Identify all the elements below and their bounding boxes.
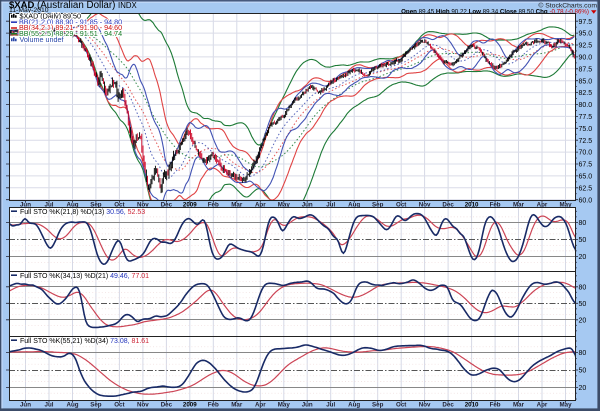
svg-text:2009: 2009 [183, 201, 197, 208]
svg-text:80: 80 [579, 220, 587, 227]
svg-text:May: May [278, 402, 291, 409]
svg-text:2009: 2009 [183, 402, 197, 409]
svg-text:Dec: Dec [161, 201, 173, 208]
svg-text:$XAD (Daily) 89.50: $XAD (Daily) 89.50 [20, 11, 82, 20]
svg-text:Apr: Apr [537, 201, 548, 208]
svg-text:Apr: Apr [255, 201, 266, 208]
svg-text:Jul: Jul [45, 201, 54, 208]
svg-text:Sep: Sep [372, 201, 384, 208]
svg-text:Apr: Apr [537, 402, 548, 409]
svg-text:Feb: Feb [208, 402, 219, 409]
svg-text:$XAD (Australian Dollar) INDX: $XAD (Australian Dollar) INDX [9, 0, 137, 11]
svg-text:Mar: Mar [231, 201, 243, 208]
svg-text:92.5: 92.5 [579, 43, 593, 50]
svg-text:Dec: Dec [442, 201, 454, 208]
svg-text:82.5: 82.5 [579, 90, 593, 97]
svg-text:Aug: Aug [66, 402, 78, 409]
svg-text:Full STO %K(55,21) %D(34) 73.0: Full STO %K(55,21) %D(34) 73.08, 81.61 [20, 338, 149, 345]
svg-text:Sep: Sep [372, 402, 384, 409]
svg-text:70.0: 70.0 [579, 150, 593, 157]
svg-text:50: 50 [579, 301, 587, 308]
svg-text:11-May-2010: 11-May-2010 [9, 7, 49, 14]
svg-text:60.0: 60.0 [579, 197, 593, 204]
svg-text:Jun: Jun [20, 402, 31, 409]
svg-text:Oct: Oct [396, 402, 406, 409]
svg-text:BB(21,2.0) 88.90 - 91.85 - 94.: BB(21,2.0) 88.90 - 91.85 - 94.80 [19, 17, 122, 26]
svg-text:Jul: Jul [326, 201, 335, 208]
svg-text:BB(34,2.1) 89.21 - 91.90 - 94.: BB(34,2.1) 89.21 - 91.90 - 94.60 [19, 23, 122, 32]
svg-text:Mar: Mar [513, 201, 525, 208]
svg-text:Oct: Oct [114, 201, 124, 208]
svg-text:May: May [278, 201, 291, 208]
svg-text:Jun: Jun [302, 402, 313, 409]
svg-text:Full STO %K(21,8) %D(13) 30.56: Full STO %K(21,8) %D(13) 30.56, 52.53 [20, 209, 145, 216]
svg-text:Volume undef: Volume undef [20, 35, 64, 44]
svg-text:BB(55,2.5) 88.29 - 91.51 - 94.: BB(55,2.5) 88.29 - 91.51 - 94.74 [19, 29, 122, 38]
svg-text:80.0: 80.0 [579, 102, 593, 109]
svg-text:72.5: 72.5 [579, 138, 593, 145]
svg-text:Nov: Nov [137, 201, 149, 208]
svg-text:Jul: Jul [326, 402, 335, 409]
svg-text:Jul: Jul [45, 402, 54, 409]
svg-text:Oct: Oct [114, 402, 124, 409]
svg-text:Mar: Mar [231, 402, 243, 409]
svg-text:Sep: Sep [90, 402, 102, 409]
svg-text:80: 80 [579, 284, 587, 291]
svg-text:50: 50 [579, 368, 587, 375]
svg-text:© StockCharts.com: © StockCharts.com [538, 2, 597, 10]
svg-text:85.0: 85.0 [579, 78, 593, 85]
svg-text:20: 20 [579, 317, 587, 324]
svg-text:90.0: 90.0 [579, 55, 593, 62]
svg-text:87.5: 87.5 [579, 66, 593, 73]
svg-text:Apr: Apr [255, 402, 266, 409]
svg-text:Jun: Jun [302, 201, 313, 208]
svg-text:Aug: Aug [348, 201, 360, 208]
svg-text:62.5: 62.5 [579, 185, 593, 192]
svg-text:Aug: Aug [348, 402, 360, 409]
svg-text:Feb: Feb [490, 201, 501, 208]
svg-text:67.5: 67.5 [579, 162, 593, 169]
svg-text:Full STO %K(34,13) %D(21) 49.4: Full STO %K(34,13) %D(21) 49.46, 77.01 [20, 273, 149, 280]
svg-text:95.0: 95.0 [579, 31, 593, 38]
svg-text:Feb: Feb [208, 201, 219, 208]
svg-text:77.5: 77.5 [579, 114, 593, 121]
svg-text:Aug: Aug [66, 201, 78, 208]
svg-text:Mar: Mar [513, 402, 525, 409]
svg-text:Open 89.45 High 90.22 Low 89.3: Open 89.45 High 90.22 Low 89.34 Close 89… [401, 9, 589, 16]
svg-text:65.0: 65.0 [579, 174, 593, 181]
svg-text:Oct: Oct [396, 201, 406, 208]
svg-text:20: 20 [579, 385, 587, 392]
svg-text:Feb: Feb [490, 402, 501, 409]
svg-text:2010: 2010 [465, 201, 479, 208]
svg-text:80: 80 [579, 350, 587, 357]
svg-text:Sep: Sep [90, 201, 102, 208]
svg-text:Nov: Nov [419, 201, 431, 208]
svg-text:Dec: Dec [161, 402, 173, 409]
svg-text:Dec: Dec [442, 402, 454, 409]
svg-text:75.0: 75.0 [579, 126, 593, 133]
svg-text:Nov: Nov [419, 402, 431, 409]
svg-text:2010: 2010 [465, 402, 479, 409]
svg-text:20: 20 [579, 254, 587, 261]
svg-text:50: 50 [579, 237, 587, 244]
svg-text:May: May [559, 201, 572, 208]
svg-text:May: May [559, 402, 572, 409]
svg-text:Jun: Jun [20, 201, 31, 208]
svg-text:Nov: Nov [137, 402, 149, 409]
svg-text:97.5: 97.5 [579, 19, 593, 26]
